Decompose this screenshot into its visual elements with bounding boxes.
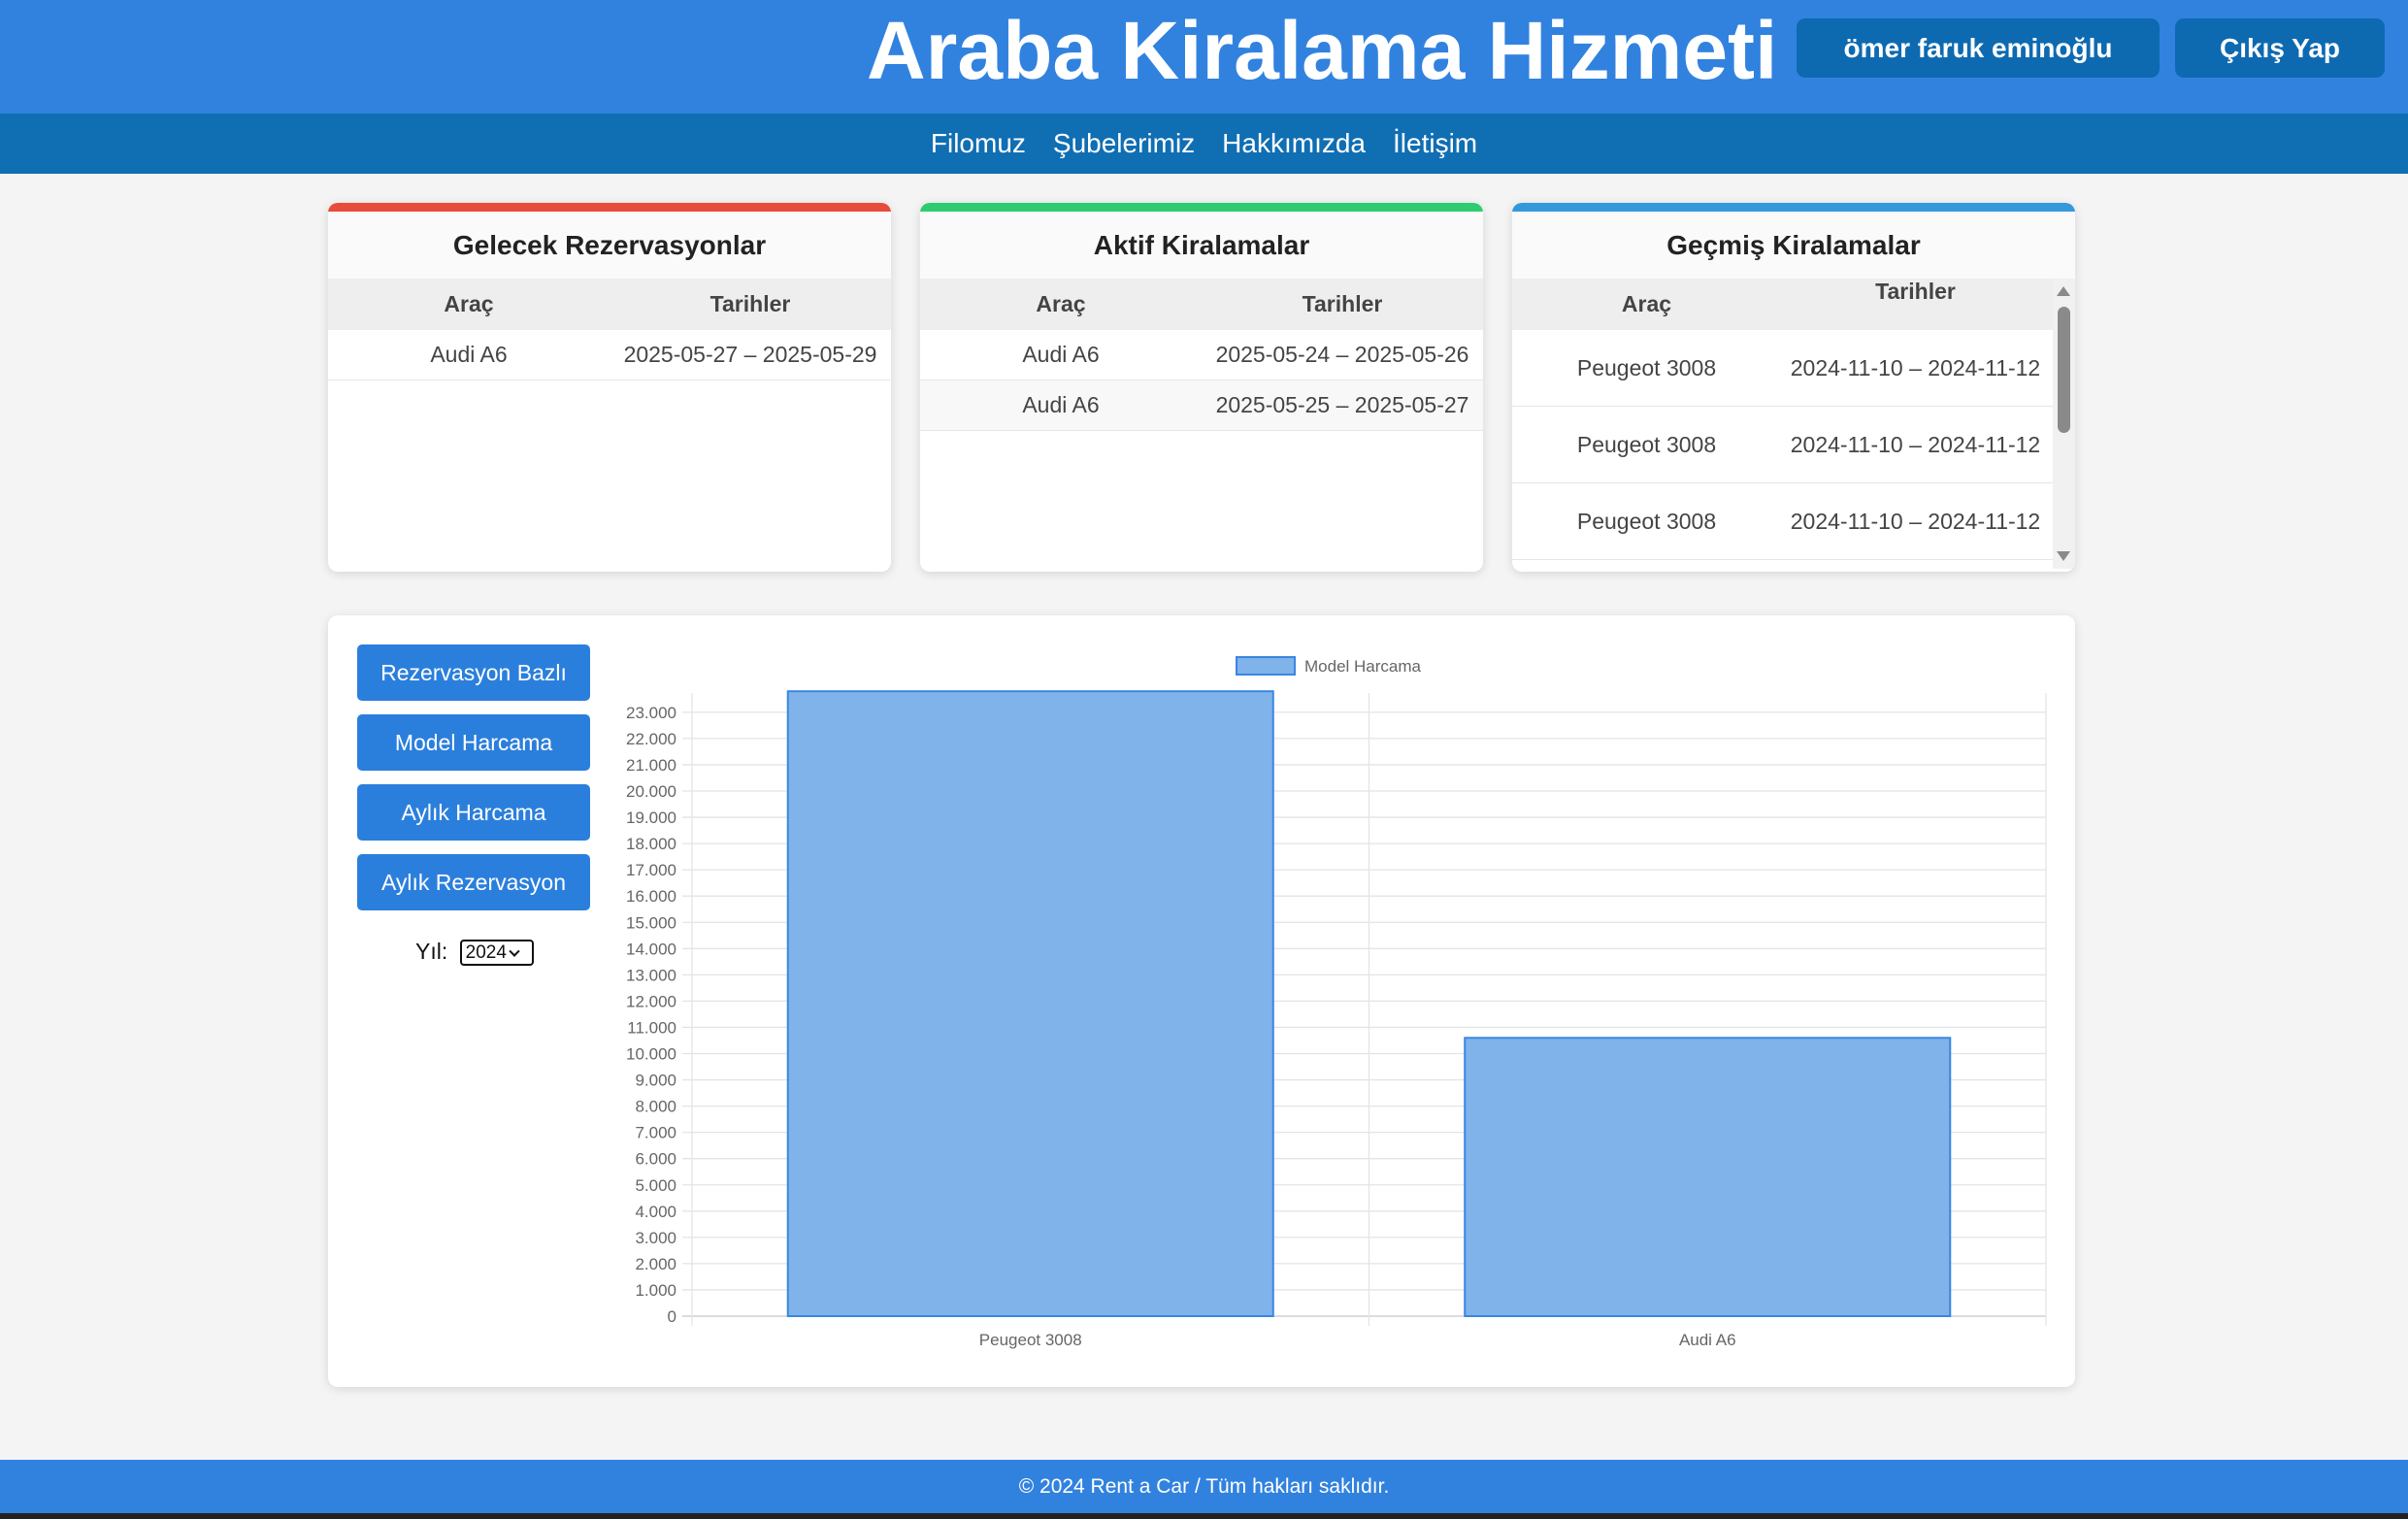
nav-item-filomuz[interactable]: Filomuz [930,128,1026,158]
y-tick-label: 22.000 [626,730,676,748]
card-title: Aktif Kiralamalar [920,212,1483,279]
cell-car: Audi A6 [430,342,508,367]
cell-dates: 2024-11-10 – 2024-11-12 [1790,431,2041,457]
legend-label: Model Harcama [1304,657,1422,676]
table-header: Araç Tarihler [328,279,891,330]
y-tick-label: 5.000 [635,1176,676,1195]
scroll-up-arrow-icon[interactable] [2057,286,2070,296]
table-row: Peugeot 3008 2024-11-10 – 2024-11-12 [1512,330,2075,407]
table-row: Peugeot 3008 2024-11-10 – 2024-11-12 [1512,483,2075,560]
y-tick-label: 16.000 [626,887,676,906]
column-header-car: Araç [1621,291,1672,316]
column-header-car: Araç [444,291,494,316]
year-select[interactable]: 2024 [459,940,534,967]
bar [1464,1037,1952,1317]
year-select-value: 2024 [465,942,507,964]
cell-car: Audi A6 [1022,392,1100,417]
table-header: Araç Tarihler [920,279,1483,330]
y-tick-label: 21.000 [626,756,676,775]
site-title: Araba Kiralama Hizmeti [867,5,1778,96]
nav-item-iletisim[interactable]: İletişim [1393,128,1478,158]
scrollbar[interactable] [2053,279,2075,569]
header: Araba Kiralama Hizmeti ömer faruk eminoğ… [0,0,2408,114]
past-rentals-scroll-area[interactable]: Araç Tarihler Peugeot 3008 2024-11-10 – … [1512,279,2075,569]
y-tick-label: 6.000 [635,1150,676,1169]
y-tick-label: 9.000 [635,1072,676,1090]
y-tick-label: 10.000 [626,1045,676,1064]
cell-car: Peugeot 3008 [1576,354,1717,380]
table-row: Audi A6 2025-05-25 – 2025-05-27 [920,380,1483,431]
model-spending-chart: 0 1.000 2.000 3.000 4.000 5.000 6.000 7.000 8.00… [626,656,2047,1349]
nav-item-hakkimizda[interactable]: Hakkımızda [1222,128,1366,158]
legend-swatch [1236,656,1296,676]
card-accent-bar [1512,203,2075,212]
cell-car: Peugeot 3008 [1576,431,1717,457]
y-tick-label: 8.000 [635,1098,676,1116]
column-header-car: Araç [1036,291,1086,316]
y-tick-label: 13.000 [626,966,676,984]
x-tick-label: Peugeot 3008 [979,1331,1082,1349]
chart-panel: Rezervasyon Bazlı Model Harcama Aylık Ha… [328,615,2075,1387]
cell-dates: 2025-05-27 – 2025-05-29 [623,342,877,367]
cell-dates: 2024-11-10 – 2024-11-12 [1790,508,2041,534]
bottom-edge [0,1513,2408,1519]
monthly-spending-button[interactable]: Aylık Harcama [357,784,590,841]
scrollbar-thumb[interactable] [2058,307,2070,433]
card-title: Geçmiş Kiralamalar [1512,212,2075,279]
cell-dates: 2025-05-24 – 2025-05-26 [1215,342,1469,367]
y-tick-label: 12.000 [626,992,676,1010]
cell-car: Peugeot 3008 [1576,508,1717,534]
upcoming-reservations-card: Gelecek Rezervasyonlar Araç Tarihler Aud… [328,203,891,572]
y-tick-label: 7.000 [635,1124,676,1142]
user-button[interactable]: ömer faruk eminoğlu [1797,18,2160,78]
table-row: Peugeot 3008 2024-11-10 – 2024-11-12 [1512,407,2075,483]
column-header-dates: Tarihler [1875,279,1956,304]
y-tick-label: 0 [668,1307,676,1326]
y-tick-label: 14.000 [626,940,676,958]
y-tick-label: 3.000 [635,1229,676,1247]
table-row: Audi A6 2025-05-24 – 2025-05-26 [920,330,1483,380]
nav-bar: Filomuz Şubelerimiz Hakkımızda İletişim [0,114,2408,174]
year-filter: Yıl: 2024 [415,939,534,967]
card-title: Gelecek Rezervasyonlar [328,212,891,279]
model-spending-button[interactable]: Model Harcama [357,714,590,771]
y-tick-label: 15.000 [626,913,676,932]
card-accent-bar [328,203,891,212]
reservation-based-button[interactable]: Rezervasyon Bazlı [357,644,590,701]
active-rentals-card: Aktif Kiralamalar Araç Tarihler Audi A6 … [920,203,1483,572]
y-tick-label: 1.000 [635,1281,676,1300]
scroll-down-arrow-icon[interactable] [2057,551,2070,561]
year-label: Yıl: [415,939,448,964]
bar [786,690,1274,1317]
past-rentals-card: Geçmiş Kiralamalar Araç Tarihler Peugeot… [1512,203,2075,572]
y-tick-label: 18.000 [626,835,676,853]
y-tick-label: 17.000 [626,861,676,879]
cell-dates: 2024-11-10 – 2024-11-12 [1790,354,2041,380]
footer: © 2024 Rent a Car / Tüm hakları saklıdır… [0,1460,2408,1513]
table-header: Araç Tarihler [1512,279,2075,330]
x-tick-label: Audi A6 [1679,1331,1736,1349]
column-header-dates: Tarihler [709,291,791,316]
nav-item-subelerimiz[interactable]: Şubelerimiz [1052,128,1196,158]
card-accent-bar [920,203,1483,212]
y-tick-label: 20.000 [626,782,676,801]
logout-button[interactable]: Çıkış Yap [2175,18,2385,78]
cell-car: Audi A6 [1022,342,1100,367]
y-tick-label: 2.000 [635,1255,676,1273]
column-header-dates: Tarihler [1302,291,1383,316]
y-tick-label: 19.000 [626,809,676,827]
y-tick-label: 23.000 [626,704,676,722]
y-tick-label: 11.000 [627,1018,676,1037]
cell-dates: 2025-05-25 – 2025-05-27 [1215,392,1469,417]
y-tick-label: 4.000 [635,1203,676,1221]
monthly-reservation-button[interactable]: Aylık Rezervasyon [357,854,590,910]
table-row: Audi A6 2025-05-27 – 2025-05-29 [328,330,891,380]
